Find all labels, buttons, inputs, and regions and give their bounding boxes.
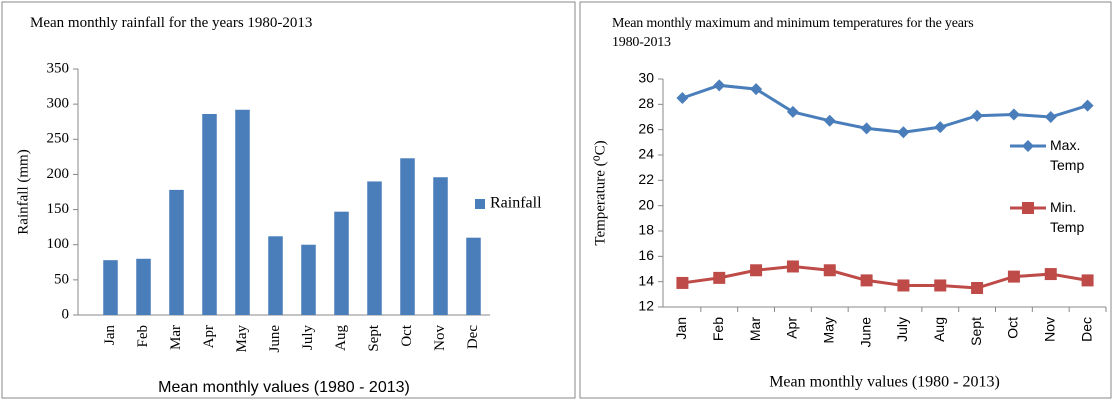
legend-swatch	[475, 199, 485, 209]
point	[934, 279, 947, 292]
y-axis-title: Temperature (⁰C)	[592, 140, 608, 245]
bar	[202, 113, 217, 316]
bar	[433, 177, 448, 315]
y-tick-label: 150	[47, 201, 70, 217]
bar	[400, 158, 415, 315]
bar	[235, 109, 250, 315]
point	[823, 114, 836, 127]
y-tick-label: 22	[638, 171, 654, 187]
x-tick-label: June	[267, 325, 283, 353]
point	[676, 92, 689, 104]
bar	[334, 211, 349, 315]
point	[934, 121, 947, 134]
point	[1044, 268, 1057, 281]
y-tick-label: 12	[638, 298, 654, 314]
x-tick-label: July	[300, 325, 316, 351]
x-tick-label: May	[234, 325, 250, 353]
point	[1022, 202, 1034, 214]
point	[971, 282, 984, 294]
chart-title: Mean monthly maximum and minimum tempera…	[612, 16, 974, 50]
point	[860, 274, 873, 287]
x-tick-label: Jan	[673, 317, 689, 340]
y-tick-label: 300	[47, 96, 70, 112]
bar	[466, 237, 481, 315]
point	[897, 126, 910, 139]
x-tick-label: Nov	[1041, 317, 1057, 342]
y-tick-label: 28	[638, 95, 654, 111]
y-tick-label: 26	[638, 120, 654, 136]
y-tick-label: 250	[47, 131, 70, 147]
point	[860, 122, 873, 135]
x-tick-label: Oct	[399, 324, 415, 346]
panel-border	[1, 1, 576, 399]
y-axis-title: Rainfall (mm)	[15, 149, 31, 234]
x-axis-title: Mean monthly values (1980 - 2013)	[769, 374, 1000, 391]
x-tick-label: May	[820, 317, 836, 343]
y-tick-label: 20	[638, 196, 654, 212]
y-tick-label: 50	[54, 271, 69, 287]
point	[676, 276, 689, 289]
panel-border	[579, 1, 1112, 399]
y-tick-label: 14	[638, 272, 654, 288]
point	[1044, 111, 1057, 123]
bar	[136, 258, 151, 315]
y-tick-label: 24	[638, 146, 654, 162]
x-tick-label: Feb	[710, 317, 726, 341]
x-tick-label: Aug	[333, 325, 349, 351]
bar	[103, 260, 118, 315]
x-tick-label: Sept	[366, 324, 382, 352]
x-tick-label: Mar	[168, 325, 184, 350]
point	[713, 271, 726, 284]
point	[750, 264, 763, 277]
y-tick-label: 18	[638, 222, 654, 238]
x-tick-label: Aug	[931, 317, 947, 342]
bar	[268, 236, 283, 315]
x-tick-label: Oct	[1005, 317, 1021, 339]
legend-label: Max. Temp	[1050, 137, 1084, 173]
point	[786, 105, 799, 118]
x-tick-label: Sept	[968, 317, 984, 346]
line	[682, 264, 1088, 290]
point	[1081, 99, 1094, 112]
x-tick-label: Nov	[432, 325, 448, 351]
point	[897, 279, 910, 292]
x-tick-label: Mar	[747, 317, 763, 341]
x-tick-label: Dec	[1078, 317, 1094, 342]
x-tick-label: Apr	[784, 317, 800, 339]
point	[1007, 108, 1020, 121]
y-tick-label: 200	[47, 166, 70, 182]
point	[713, 79, 726, 92]
x-tick-label: June	[857, 317, 873, 348]
x-tick-label: Jan	[102, 325, 118, 345]
x-tick-label: Feb	[135, 325, 151, 348]
y-tick-label: 100	[47, 236, 70, 252]
point	[823, 264, 836, 277]
point	[750, 83, 763, 96]
point	[786, 260, 799, 273]
y-tick-label: 0	[62, 306, 70, 322]
chart-title: Mean monthly rainfall for the years 1980…	[30, 15, 313, 31]
x-tick-label: Apr	[201, 325, 217, 348]
point	[971, 109, 984, 122]
point	[1007, 270, 1020, 283]
x-tick-label: July	[894, 317, 910, 342]
bar	[367, 181, 382, 315]
legend-label: Min. Temp	[1050, 199, 1084, 235]
bar	[301, 244, 316, 315]
point	[1081, 274, 1094, 287]
bar	[169, 189, 184, 315]
point	[1022, 140, 1034, 152]
y-tick-label: 350	[47, 60, 70, 76]
x-tick-label: Dec	[465, 325, 481, 349]
line	[681, 83, 1089, 134]
y-tick-label: 30	[638, 70, 654, 86]
x-axis-title: Mean monthly values (1980 - 2013)	[158, 379, 410, 396]
y-tick-label: 16	[638, 247, 654, 263]
legend-label: Rainfall	[490, 195, 542, 212]
